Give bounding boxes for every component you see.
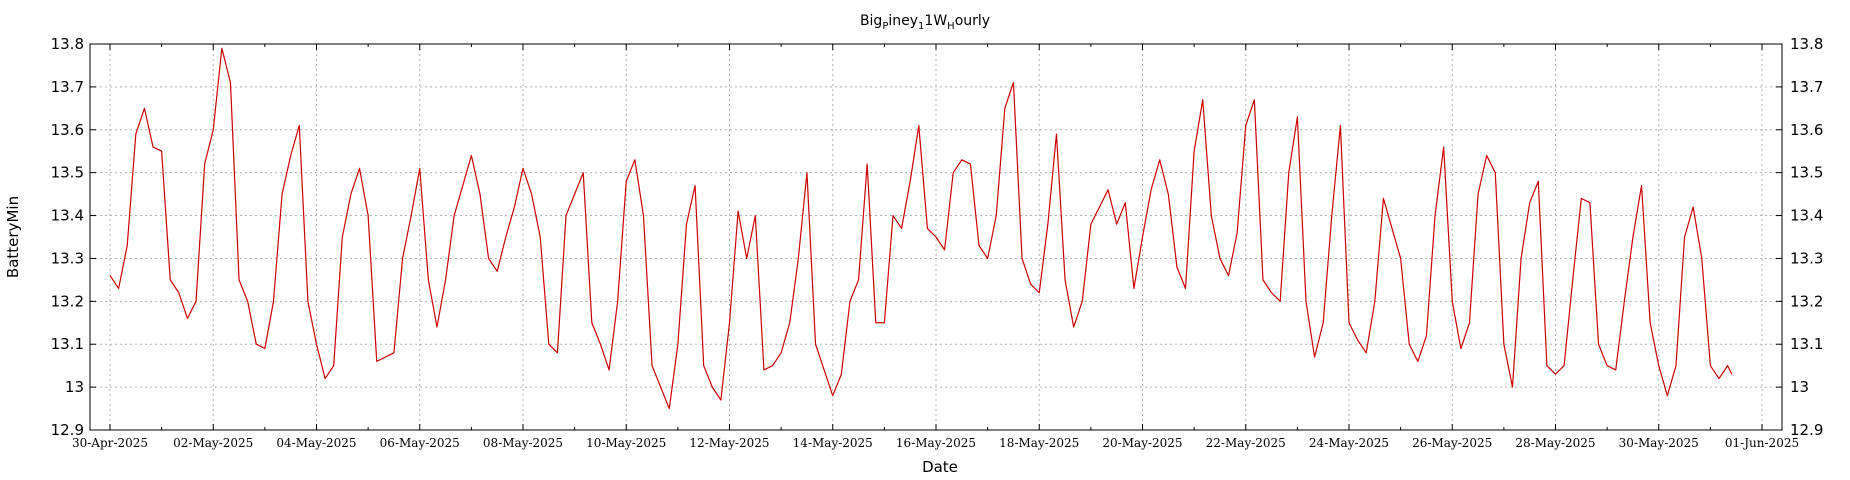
x-tick-label: 30-Apr-2025 (72, 436, 148, 450)
y-tick-label-left: 13.8 (51, 35, 84, 53)
y-tick-label-left: 13.4 (51, 207, 84, 225)
x-axis-label: Date (922, 458, 958, 476)
y-tick-label-left: 12.9 (51, 421, 84, 439)
y-tick-label-left: 13.5 (51, 164, 84, 182)
y-tick-label-right: 13.1 (1790, 335, 1823, 353)
y-tick-label-right: 13.3 (1790, 249, 1823, 267)
y-tick-label-left: 13 (65, 378, 84, 396)
x-tick-label: 14-May-2025 (793, 436, 873, 450)
x-tick-label: 04-May-2025 (276, 436, 356, 450)
y-tick-label-right: 13.4 (1790, 207, 1823, 225)
y-tick-label-right: 12.9 (1790, 421, 1823, 439)
y-tick-label-right: 13 (1790, 378, 1809, 396)
y-tick-label-left: 13.2 (51, 292, 84, 310)
x-tick-label: 20-May-2025 (1102, 436, 1182, 450)
x-tick-label: 18-May-2025 (999, 436, 1079, 450)
x-tick-label: 30-May-2025 (1619, 436, 1699, 450)
series-layer (109, 47, 1733, 410)
chart-title: BigPiney11WHourly (860, 13, 990, 32)
x-tick-label: 24-May-2025 (1309, 436, 1389, 450)
x-tick-label: 22-May-2025 (1206, 436, 1286, 450)
y-tick-label-right: 13.6 (1790, 121, 1823, 139)
y-tick-label-left: 13.1 (51, 335, 84, 353)
x-tick-label: 16-May-2025 (896, 436, 976, 450)
x-tick-label: 12-May-2025 (689, 436, 769, 450)
x-tick-label: 01-Jun-2025 (1725, 436, 1799, 450)
y-tick-label-right: 13.8 (1790, 35, 1823, 53)
x-tick-label: 06-May-2025 (380, 436, 460, 450)
x-tick-label: 10-May-2025 (586, 436, 666, 450)
x-tick-label: 08-May-2025 (483, 436, 563, 450)
axis-ticks: 12.9 12.9 13 13 13.1 13.1 13.2 13.2 13.3 13.3 13.4… (51, 35, 1824, 450)
series-line-batterymin (109, 47, 1733, 410)
x-tick-label: 28-May-2025 (1515, 436, 1595, 450)
y-tick-label-right: 13.2 (1790, 292, 1823, 310)
y-tick-label-left: 13.7 (51, 78, 84, 96)
y-tick-label-right: 13.7 (1790, 78, 1823, 96)
x-tick-label: 26-May-2025 (1412, 436, 1492, 450)
y-tick-label-left: 13.3 (51, 249, 84, 267)
y-tick-label-right: 13.5 (1790, 164, 1823, 182)
x-tick-label: 02-May-2025 (173, 436, 253, 450)
y-tick-label-left: 13.6 (51, 121, 84, 139)
y-axis-label: BatteryMin (4, 196, 22, 278)
gridlines (90, 44, 1782, 430)
